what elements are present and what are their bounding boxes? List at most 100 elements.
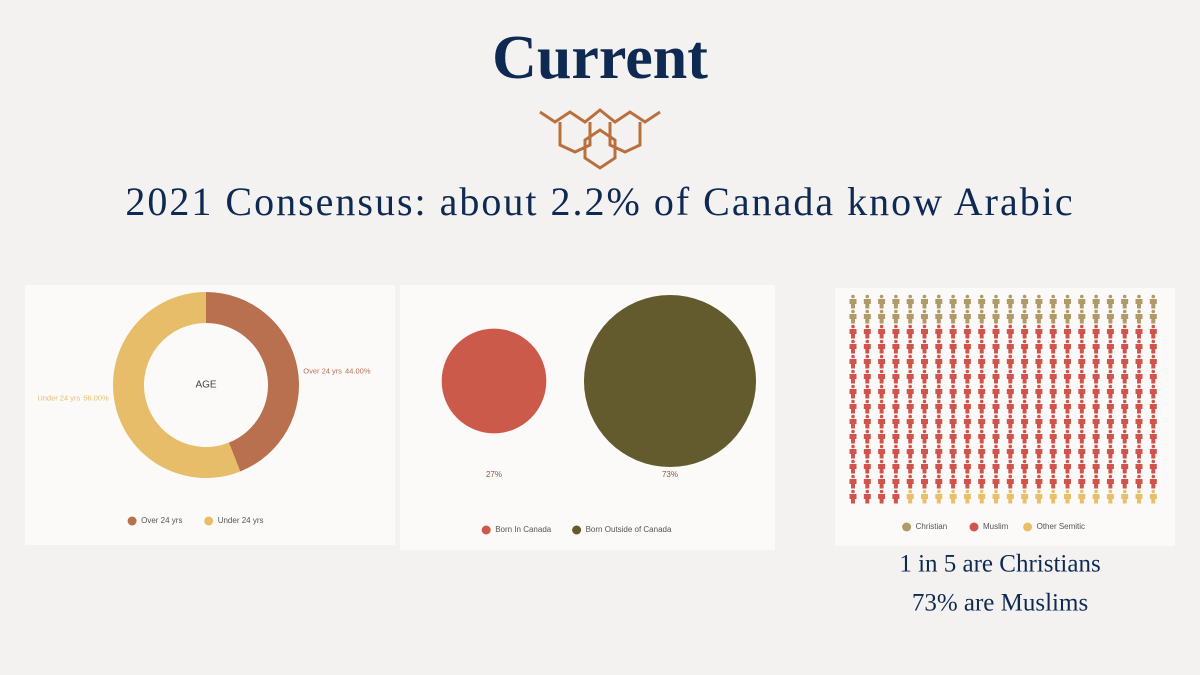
person-icon xyxy=(1092,489,1100,504)
person-icon xyxy=(1135,474,1143,489)
person-icon xyxy=(1006,429,1014,444)
person-icon xyxy=(963,309,971,324)
person-icon xyxy=(1049,309,1057,324)
person-icon xyxy=(992,294,1000,309)
person-icon xyxy=(935,354,943,369)
person-icon xyxy=(1035,309,1043,324)
person-icon xyxy=(978,444,986,459)
person-icon xyxy=(1135,369,1143,384)
person-icon xyxy=(1049,324,1057,339)
person-icon xyxy=(1121,354,1129,369)
person-icon xyxy=(906,399,914,414)
person-icon xyxy=(1035,399,1043,414)
pictogram-series xyxy=(849,324,1157,504)
person-icon xyxy=(1135,339,1143,354)
person-icon xyxy=(1021,459,1029,474)
person-icon xyxy=(1135,309,1143,324)
person-icon xyxy=(1092,324,1100,339)
person-icon xyxy=(892,459,900,474)
person-icon xyxy=(878,429,886,444)
person-icon xyxy=(1121,459,1129,474)
person-icon xyxy=(1021,369,1029,384)
person-icon xyxy=(963,369,971,384)
caption: 1 in 5 are Christians xyxy=(899,551,1100,578)
person-icon xyxy=(849,399,857,414)
person-icon xyxy=(1006,294,1014,309)
person-icon xyxy=(892,309,900,324)
person-icon xyxy=(1092,384,1100,399)
person-icon xyxy=(892,414,900,429)
person-icon xyxy=(1064,474,1071,489)
person-icon xyxy=(1078,474,1086,489)
person-icon xyxy=(935,459,943,474)
person-icon xyxy=(1106,489,1114,504)
person-icon xyxy=(963,489,971,504)
person-icon xyxy=(978,384,986,399)
person-icon xyxy=(978,489,986,504)
person-icon xyxy=(1064,309,1071,324)
person-icon xyxy=(1078,459,1086,474)
person-icon xyxy=(963,324,971,339)
person-icon xyxy=(1049,384,1057,399)
person-icon xyxy=(1135,459,1143,474)
person-icon xyxy=(878,309,886,324)
person-icon xyxy=(1064,339,1071,354)
person-icon xyxy=(892,324,900,339)
person-icon xyxy=(1006,354,1014,369)
person-icon xyxy=(1021,384,1029,399)
person-icon xyxy=(1021,444,1029,459)
person-icon xyxy=(1006,414,1014,429)
person-icon xyxy=(1021,354,1029,369)
person-icon xyxy=(878,354,886,369)
person-icon xyxy=(992,399,1000,414)
person-icon xyxy=(849,324,857,339)
person-icon xyxy=(1092,294,1100,309)
person-icon xyxy=(906,489,914,504)
person-icon xyxy=(863,444,871,459)
person-icon xyxy=(1049,294,1057,309)
person-icon xyxy=(963,339,971,354)
person-icon xyxy=(1106,459,1114,474)
person-icon xyxy=(892,384,900,399)
person-icon xyxy=(1092,429,1100,444)
person-icon xyxy=(1092,369,1100,384)
person-icon xyxy=(1078,444,1086,459)
person-icon xyxy=(1106,339,1114,354)
person-icon xyxy=(1021,429,1029,444)
person-icon xyxy=(921,309,928,324)
person-icon xyxy=(935,309,943,324)
person-icon xyxy=(1121,474,1129,489)
person-icon xyxy=(1035,324,1043,339)
person-icon xyxy=(906,309,914,324)
legend-label: Other Semitic xyxy=(1037,522,1085,531)
legend-label: Under 24 yrs xyxy=(218,516,264,525)
person-icon xyxy=(1006,399,1014,414)
person-icon xyxy=(863,429,871,444)
person-icon xyxy=(863,489,871,504)
person-icon xyxy=(1149,384,1157,399)
person-icon xyxy=(1149,294,1157,309)
data-label: 73% xyxy=(662,470,678,479)
person-icon xyxy=(1006,384,1014,399)
person-icon xyxy=(935,414,943,429)
person-icon xyxy=(935,294,943,309)
person-icon xyxy=(849,294,857,309)
person-icon xyxy=(1106,444,1114,459)
person-icon xyxy=(1106,309,1114,324)
person-icon xyxy=(949,399,957,414)
person-icon xyxy=(963,414,971,429)
person-icon xyxy=(992,354,1000,369)
person-icon xyxy=(1006,339,1014,354)
person-icon xyxy=(906,324,914,339)
data-label: Over 24 yrs 44.00% xyxy=(303,366,371,375)
person-icon xyxy=(1021,414,1029,429)
person-icon xyxy=(849,489,857,504)
person-icon xyxy=(1078,384,1086,399)
person-icon xyxy=(1006,474,1014,489)
person-icon xyxy=(963,399,971,414)
person-icon xyxy=(1035,429,1043,444)
person-icon xyxy=(1121,429,1129,444)
person-icon xyxy=(1121,489,1129,504)
person-icon xyxy=(1006,459,1014,474)
